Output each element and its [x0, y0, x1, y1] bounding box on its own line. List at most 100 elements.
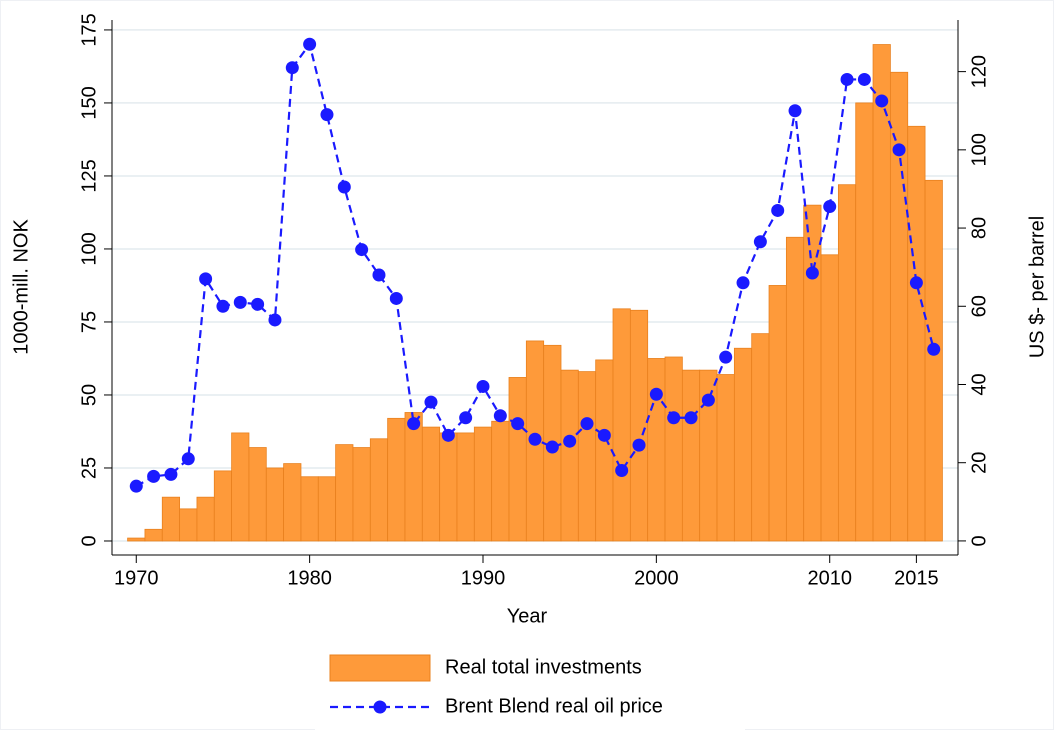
marker — [615, 464, 629, 478]
legend-label: Brent Blend real oil price — [445, 695, 663, 717]
bar — [369, 438, 389, 542]
bar — [283, 463, 302, 542]
marker — [667, 411, 681, 425]
bar — [352, 447, 371, 542]
bar — [820, 254, 839, 542]
marker — [563, 434, 577, 448]
x-tick-label: 2015 — [894, 567, 939, 589]
marker — [147, 469, 161, 483]
y2-tick-label: 100 — [968, 133, 990, 166]
marker — [857, 72, 871, 86]
marker — [268, 313, 282, 327]
bar — [872, 44, 891, 542]
y2-tick-label: 0 — [968, 535, 990, 546]
marker — [528, 432, 542, 446]
marker — [459, 411, 473, 425]
legend-swatch — [329, 654, 431, 682]
x-tick-label: 1990 — [461, 567, 506, 589]
bar — [161, 496, 181, 542]
marker — [372, 268, 386, 282]
legend-marker — [373, 700, 387, 714]
bar — [889, 71, 909, 542]
bar — [213, 470, 233, 542]
bar — [231, 432, 250, 542]
marker — [337, 180, 351, 194]
bar — [612, 308, 631, 542]
y-tick-label: 75 — [78, 311, 100, 333]
y-tick-label: 25 — [78, 457, 100, 479]
marker — [909, 276, 923, 290]
marker — [580, 417, 594, 431]
marker — [892, 143, 906, 157]
bar — [473, 426, 493, 542]
bar — [439, 432, 458, 542]
marker — [927, 342, 941, 356]
x-axis-title: Year — [507, 605, 548, 627]
marker — [788, 104, 802, 118]
y-tick-label: 50 — [78, 384, 100, 406]
bar — [421, 426, 441, 542]
x-tick-label: 2010 — [807, 567, 852, 589]
y-tick-label: 0 — [78, 535, 100, 546]
y-tick-label: 100 — [78, 232, 100, 265]
bar — [855, 102, 874, 542]
marker — [181, 452, 195, 466]
marker — [493, 409, 507, 423]
bar — [751, 333, 770, 542]
marker — [407, 417, 421, 431]
bar — [803, 204, 822, 542]
y2-tick-label: 20 — [968, 452, 990, 474]
bar — [664, 356, 683, 542]
y2-tick-label: 60 — [968, 295, 990, 317]
bar — [595, 359, 614, 542]
y-tick-label: 175 — [78, 13, 100, 46]
marker — [771, 203, 785, 217]
marker — [216, 299, 230, 313]
bar — [491, 420, 510, 542]
legend-label: Real total investments — [445, 656, 642, 678]
bar — [508, 377, 527, 542]
bar — [456, 432, 475, 542]
marker — [251, 297, 265, 311]
marker — [164, 467, 178, 481]
bar — [681, 369, 701, 542]
x-tick-label: 1970 — [114, 567, 159, 589]
marker — [320, 108, 334, 122]
marker — [355, 243, 369, 257]
y-tick-label: 125 — [78, 159, 100, 192]
bar — [248, 447, 267, 542]
y2-tick-label: 80 — [968, 217, 990, 239]
bar — [404, 412, 423, 542]
marker — [805, 266, 819, 280]
marker — [424, 395, 438, 409]
bar — [907, 125, 926, 542]
bar — [577, 371, 597, 542]
bar — [179, 508, 198, 542]
bar — [300, 476, 319, 542]
x-tick-label: 1980 — [287, 567, 332, 589]
bar — [335, 444, 354, 542]
marker — [753, 235, 767, 249]
marker — [129, 479, 143, 493]
marker — [476, 379, 490, 393]
y2-axis-title: US $- per barrel — [1026, 216, 1048, 358]
y-tick-label: 150 — [78, 86, 100, 119]
marker — [511, 417, 525, 431]
marker — [701, 393, 715, 407]
marker — [545, 440, 559, 454]
bar — [768, 285, 787, 542]
bar — [629, 309, 649, 542]
x-tick-label: 2000 — [634, 567, 679, 589]
marker — [597, 428, 611, 442]
y2-tick-label: 40 — [968, 373, 990, 395]
marker — [389, 291, 403, 305]
bar — [837, 184, 857, 542]
marker — [719, 350, 733, 364]
bar — [317, 476, 337, 542]
bar — [144, 528, 163, 542]
marker — [875, 94, 889, 108]
marker — [285, 61, 299, 75]
marker — [736, 276, 750, 290]
bar — [647, 358, 666, 542]
